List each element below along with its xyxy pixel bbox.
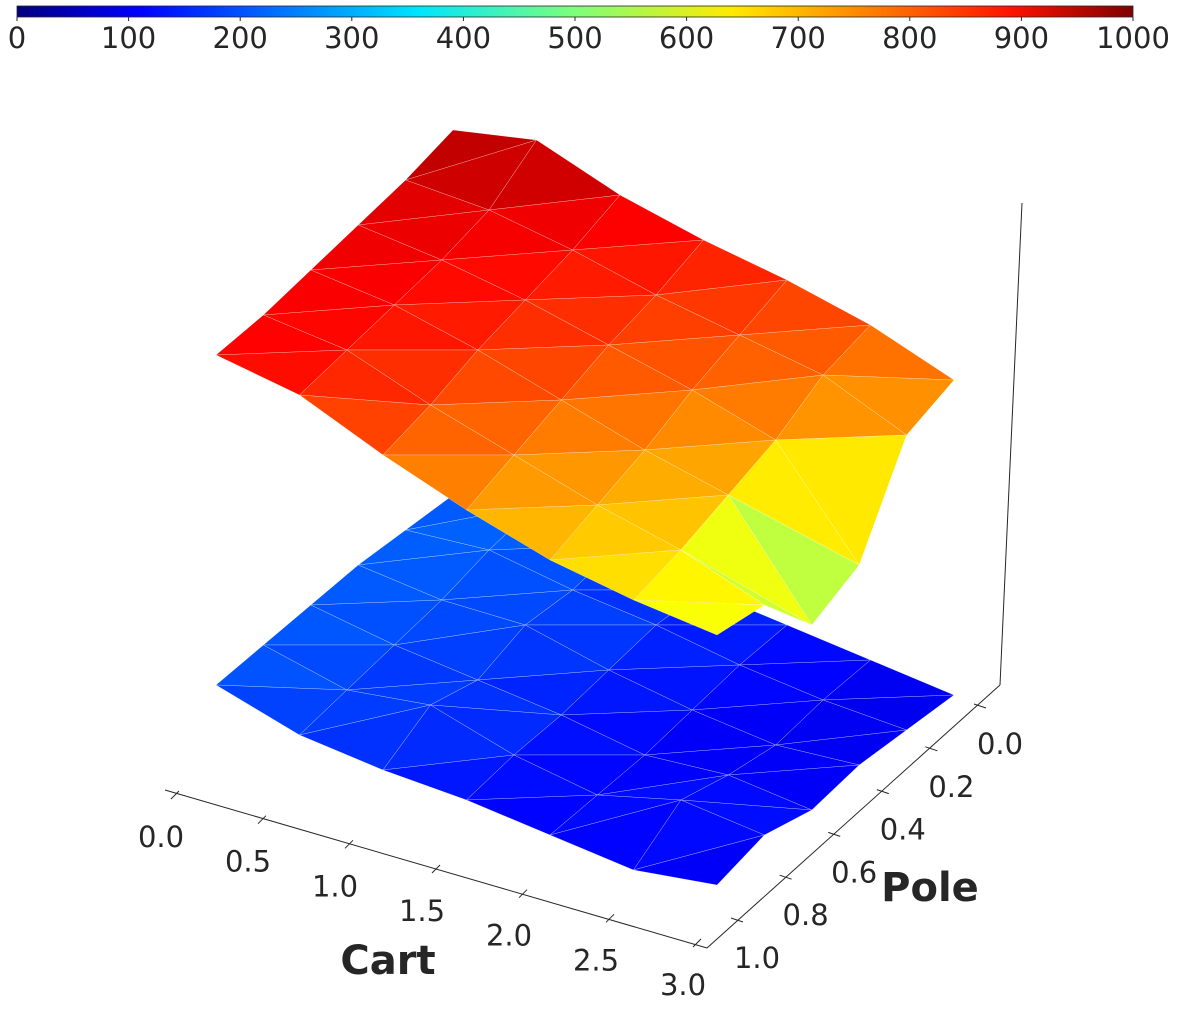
colorbar-tick-label: 200: [213, 21, 268, 55]
x-tick: [170, 790, 180, 800]
z-axis-line: [999, 202, 1023, 686]
y-tick-label: 1.0: [734, 941, 780, 975]
colorbar-tick-label: 400: [436, 21, 491, 55]
colorbar: [16, 5, 1134, 18]
y-axis-label: Pole: [881, 865, 979, 911]
x-tick-label: 1.5: [399, 894, 445, 928]
y-axis-line: [706, 684, 1001, 949]
surfaces: [215, 129, 955, 886]
colorbar-tick-label: 0: [8, 21, 26, 55]
y-tick: [730, 917, 744, 923]
colorbar-tick-label: 300: [324, 21, 379, 55]
x-tick-label: 1.0: [312, 869, 358, 903]
x-tick: [692, 938, 702, 948]
colorbar-tick-label: 800: [882, 21, 937, 55]
x-tick-label: 3.0: [660, 968, 706, 1002]
surface: [215, 494, 955, 886]
x-tick: [518, 889, 528, 899]
x-tick-label: 2.0: [486, 919, 532, 953]
y-tick: [973, 703, 987, 709]
colorbar-tick-label: 100: [101, 21, 156, 55]
y-tick: [925, 746, 938, 752]
x-tick-label: 0.5: [225, 845, 271, 879]
surface-facet: [633, 599, 765, 636]
x-tick-label: 2.5: [573, 943, 619, 977]
colorbar-tick-label: 600: [659, 21, 714, 55]
y-tick-label: 0.6: [831, 855, 877, 889]
colorbar-tick-label: 1000: [1096, 21, 1170, 55]
colorbar-tick-label: 700: [771, 21, 826, 55]
y-tick-label: 0.2: [928, 770, 974, 804]
surface: [215, 129, 955, 636]
x-axis-label: Cart: [340, 938, 435, 984]
colorbar-tick-label: 500: [547, 21, 602, 55]
y-tick: [876, 789, 889, 795]
x-tick-label: 0.0: [138, 820, 184, 854]
y-tick: [828, 831, 841, 837]
colorbar-tick-label: 900: [994, 21, 1049, 55]
y-tick-label: 0.4: [880, 813, 926, 847]
x-tick: [344, 839, 354, 849]
y-tick: [779, 874, 792, 880]
x-tick: [431, 864, 441, 874]
surface-facet: [633, 834, 765, 886]
x-tick: [257, 815, 267, 825]
y-tick-label: 0.0: [977, 727, 1023, 761]
y-tick-label: 0.8: [783, 898, 829, 932]
x-tick: [605, 913, 615, 923]
